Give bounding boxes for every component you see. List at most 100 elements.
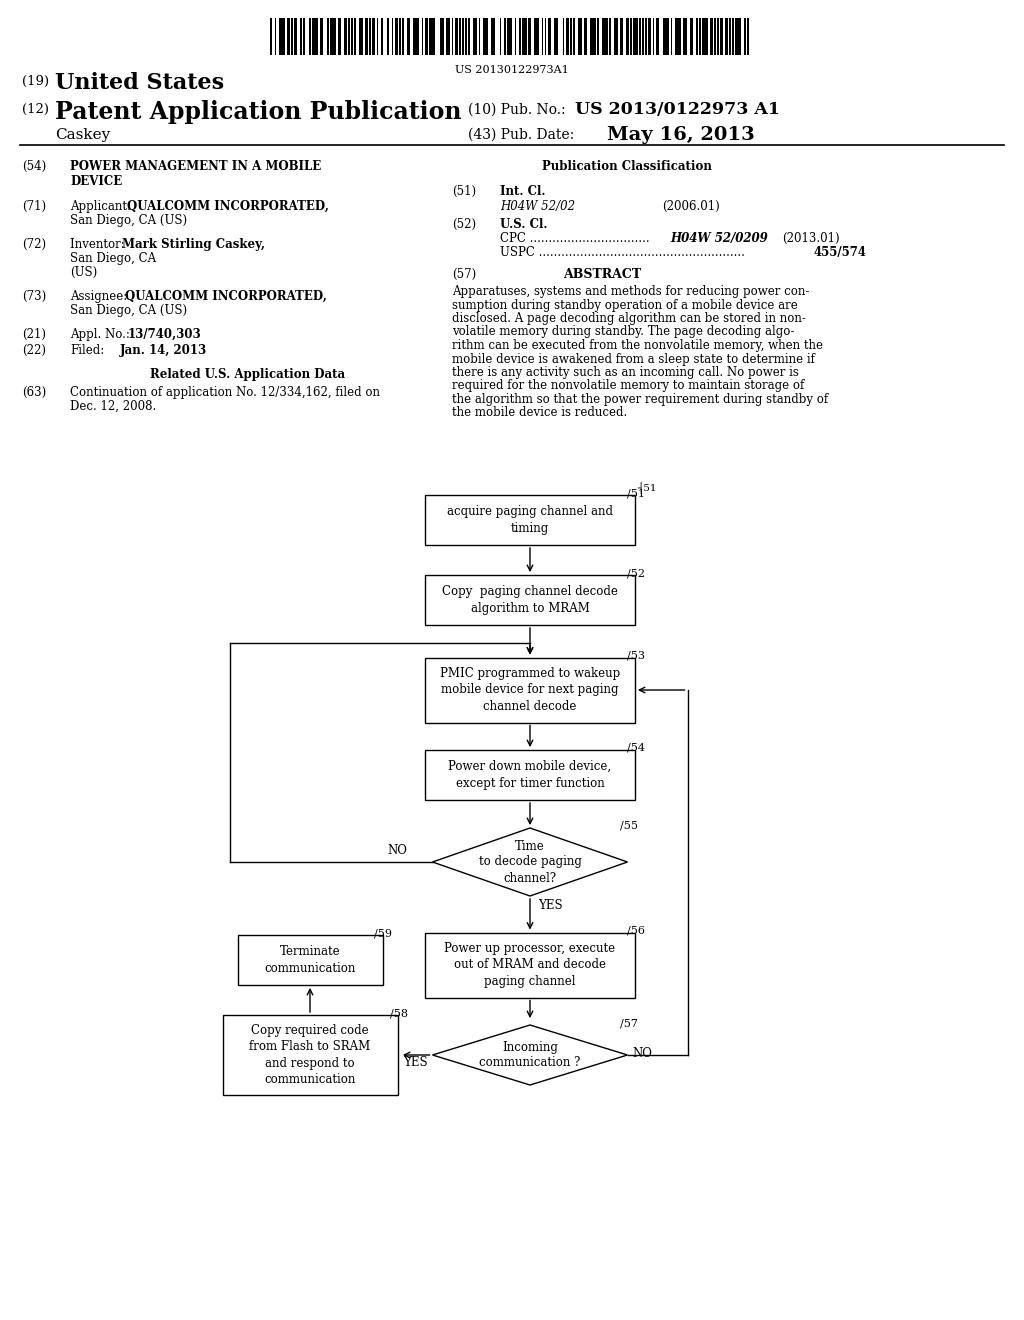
Bar xyxy=(490,18,495,55)
Bar xyxy=(381,18,383,55)
Text: H04W 52/0209: H04W 52/0209 xyxy=(670,232,768,246)
Bar xyxy=(717,18,719,55)
Bar xyxy=(425,750,635,800)
Bar xyxy=(732,18,733,55)
Bar xyxy=(422,18,423,55)
Bar xyxy=(399,18,400,55)
Bar xyxy=(300,18,301,55)
Bar xyxy=(702,18,708,55)
Bar xyxy=(626,18,629,55)
Bar xyxy=(590,18,596,55)
Text: (71): (71) xyxy=(22,201,46,213)
Bar xyxy=(452,18,453,55)
Text: 13/740,303: 13/740,303 xyxy=(128,327,202,341)
Bar xyxy=(613,18,618,55)
Bar xyxy=(391,18,393,55)
Text: Incoming
communication ?: Incoming communication ? xyxy=(479,1040,581,1069)
Text: POWER MANAGEMENT IN A MOBILE: POWER MANAGEMENT IN A MOBILE xyxy=(70,160,322,173)
Bar xyxy=(714,18,716,55)
Bar xyxy=(319,18,323,55)
Text: acquire paging channel and
timing: acquire paging channel and timing xyxy=(447,506,613,535)
Text: (51): (51) xyxy=(452,185,476,198)
Bar xyxy=(455,18,458,55)
Text: Patent Application Publication: Patent Application Publication xyxy=(55,100,462,124)
Bar xyxy=(472,18,477,55)
Bar xyxy=(609,18,610,55)
Text: YES: YES xyxy=(402,1056,427,1069)
Bar xyxy=(735,18,741,55)
Bar xyxy=(696,18,697,55)
Text: Time
to decode paging
channel?: Time to decode paging channel? xyxy=(478,840,582,884)
Text: Jan. 14, 2013: Jan. 14, 2013 xyxy=(120,345,207,356)
Bar xyxy=(425,576,635,624)
Bar xyxy=(645,18,646,55)
Text: ┤51: ┤51 xyxy=(637,480,656,492)
Text: (63): (63) xyxy=(22,385,46,399)
Bar xyxy=(327,18,329,55)
Bar xyxy=(483,18,487,55)
Text: (19): (19) xyxy=(22,75,49,88)
Bar xyxy=(584,18,587,55)
Text: (54): (54) xyxy=(22,160,46,173)
Bar xyxy=(597,18,598,55)
Text: U.S. Cl.: U.S. Cl. xyxy=(500,218,548,231)
Bar xyxy=(351,18,352,55)
Text: /53: /53 xyxy=(627,651,645,660)
Text: Filed:: Filed: xyxy=(70,345,104,356)
Text: San Diego, CA: San Diego, CA xyxy=(70,252,156,265)
Bar xyxy=(425,18,427,55)
Bar xyxy=(573,18,574,55)
Bar xyxy=(439,18,444,55)
Bar xyxy=(270,18,271,55)
Bar xyxy=(238,935,383,985)
Bar xyxy=(578,18,582,55)
Bar xyxy=(504,18,506,55)
Bar xyxy=(514,18,516,55)
Text: Continuation of application No. 12/334,162, filed on: Continuation of application No. 12/334,1… xyxy=(70,385,380,399)
Bar xyxy=(459,18,461,55)
Text: Appl. No.:: Appl. No.: xyxy=(70,327,133,341)
Bar xyxy=(652,18,654,55)
Text: required for the nonvolatile memory to maintain storage of: required for the nonvolatile memory to m… xyxy=(452,380,804,392)
Text: Copy  paging channel decode
algorithm to MRAM: Copy paging channel decode algorithm to … xyxy=(442,585,617,615)
Text: US 2013/0122973 A1: US 2013/0122973 A1 xyxy=(575,102,780,117)
Text: (73): (73) xyxy=(22,290,46,304)
Text: (12): (12) xyxy=(22,103,49,116)
Text: USPC .......................................................: USPC ...................................… xyxy=(500,246,744,259)
Bar xyxy=(468,18,469,55)
Bar xyxy=(675,18,681,55)
Text: Terminate
communication: Terminate communication xyxy=(264,945,355,974)
Text: YES: YES xyxy=(538,899,562,912)
Bar xyxy=(534,18,539,55)
Bar xyxy=(462,18,464,55)
Bar xyxy=(358,18,362,55)
Bar xyxy=(274,18,276,55)
Text: the mobile device is reduced.: the mobile device is reduced. xyxy=(452,407,628,420)
Bar xyxy=(554,18,558,55)
Bar xyxy=(507,18,512,55)
Text: May 16, 2013: May 16, 2013 xyxy=(607,125,755,144)
Text: /57: /57 xyxy=(620,1018,637,1028)
Bar xyxy=(542,18,543,55)
Text: (US): (US) xyxy=(70,267,97,279)
Bar xyxy=(655,18,658,55)
Bar xyxy=(725,18,727,55)
Text: H04W 52/02: H04W 52/02 xyxy=(500,201,575,213)
Text: Assignee:: Assignee: xyxy=(70,290,131,304)
Text: QUALCOMM INCORPORATED,: QUALCOMM INCORPORATED, xyxy=(127,201,329,213)
Bar xyxy=(500,18,501,55)
Bar xyxy=(287,18,290,55)
Bar xyxy=(348,18,349,55)
Bar xyxy=(562,18,564,55)
Bar xyxy=(620,18,623,55)
Text: Caskey: Caskey xyxy=(55,128,111,143)
Text: Mark Stirling Caskey,: Mark Stirling Caskey, xyxy=(122,238,265,251)
Bar xyxy=(407,18,410,55)
Bar xyxy=(402,18,403,55)
Bar xyxy=(369,18,371,55)
Text: /56: /56 xyxy=(627,925,645,936)
Text: (10) Pub. No.:: (10) Pub. No.: xyxy=(468,103,565,117)
Text: Publication Classification: Publication Classification xyxy=(542,160,712,173)
Text: (52): (52) xyxy=(452,218,476,231)
Bar xyxy=(425,657,635,722)
